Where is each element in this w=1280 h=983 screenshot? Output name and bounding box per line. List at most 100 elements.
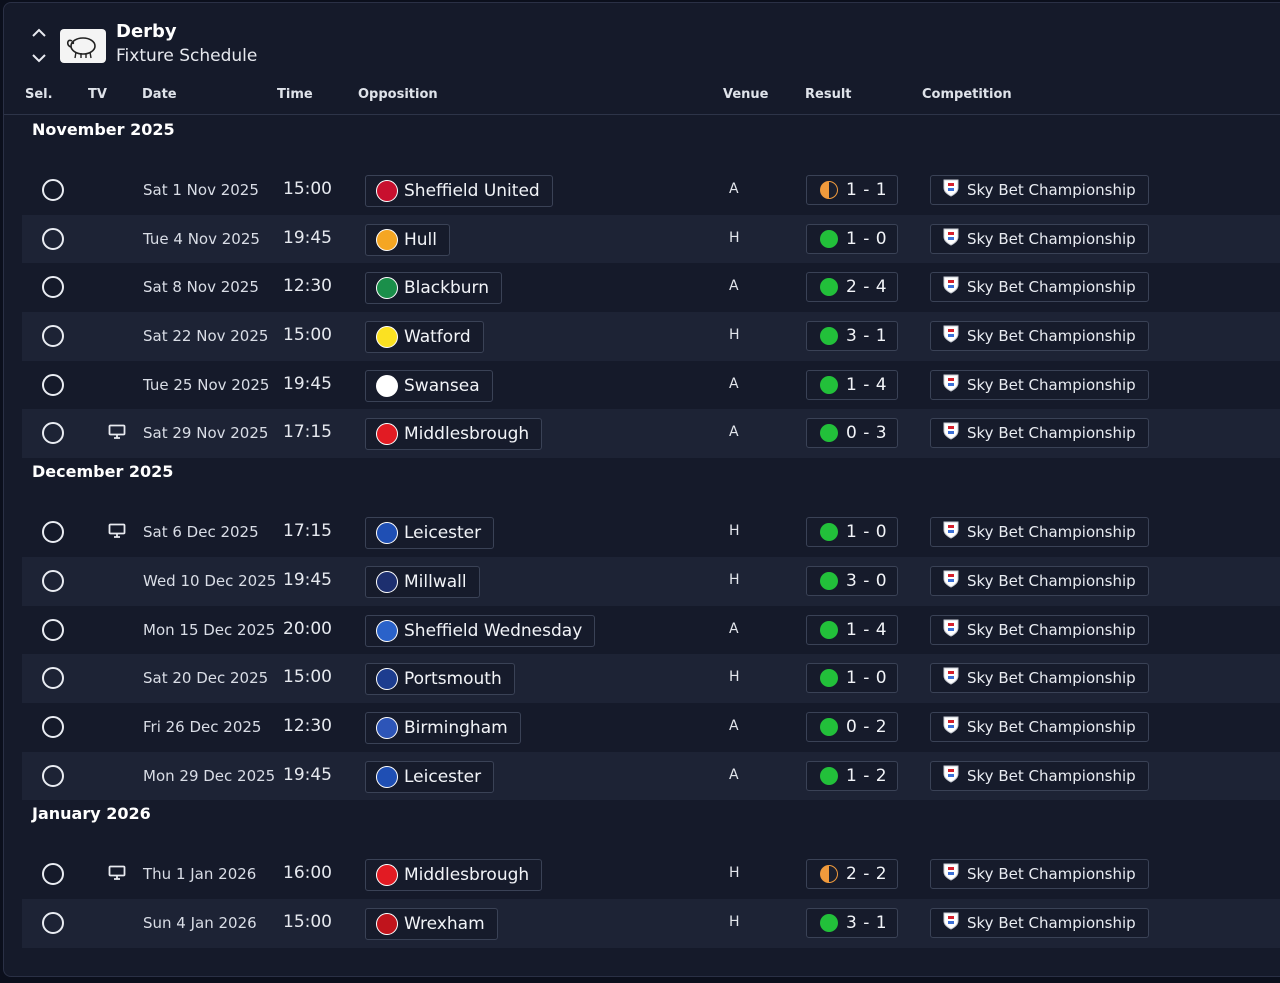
fixture-row[interactable]: Mon 15 Dec 2025 20:00 Sheffield Wednesday A…: [22, 606, 1280, 655]
result-button[interactable]: 2 - 2: [806, 859, 899, 890]
result-button[interactable]: 3 - 1: [806, 321, 899, 352]
competition-button[interactable]: Sky Bet Championship: [930, 614, 1149, 645]
competition-button[interactable]: Sky Bet Championship: [930, 223, 1149, 254]
competition-button[interactable]: Sky Bet Championship: [930, 321, 1149, 352]
column-header-date[interactable]: Date: [142, 87, 177, 102]
result-button[interactable]: 1 - 4: [806, 369, 899, 400]
competition-button[interactable]: Sky Bet Championship: [930, 859, 1149, 890]
select-radio[interactable]: [42, 179, 64, 201]
result-button[interactable]: 0 - 2: [806, 711, 899, 742]
column-header-tv[interactable]: TV: [88, 87, 107, 102]
opponent-button[interactable]: Millwall: [365, 565, 480, 598]
fixture-row[interactable]: Tue 4 Nov 2025 19:45 Hull H 1 - 0 Sky Bet Cha…: [22, 214, 1280, 264]
select-radio[interactable]: [42, 276, 64, 299]
opponent-name: Middlesbrough: [404, 865, 530, 886]
result-button[interactable]: 2 - 4: [806, 272, 899, 303]
select-radio[interactable]: [42, 373, 64, 396]
month-label: December 2025: [32, 462, 174, 482]
column-header-opposition[interactable]: Opposition: [358, 87, 438, 102]
fixture-venue: A: [729, 424, 739, 441]
competition-button[interactable]: Sky Bet Championship: [930, 369, 1149, 400]
result-button[interactable]: 3 - 0: [806, 565, 899, 596]
match-score: 2 - 4: [846, 277, 888, 298]
fixture-row[interactable]: Sat 29 Nov 2025 17:15 Middlesbrough A 0 - 3 S…: [22, 409, 1280, 459]
result-button[interactable]: 3 - 1: [806, 907, 899, 938]
fixture-date: Tue 25 Nov 2025: [143, 375, 270, 394]
club-crest-icon: [376, 228, 398, 251]
select-radio[interactable]: [42, 618, 64, 641]
club-crest-icon: [376, 180, 398, 202]
month-header: November 2025: [4, 116, 1280, 166]
opponent-button[interactable]: Portsmouth: [365, 663, 515, 696]
competition-button[interactable]: Sky Bet Championship: [930, 272, 1149, 303]
opponent-button[interactable]: Swansea: [365, 369, 493, 402]
select-radio[interactable]: [42, 325, 64, 348]
win-indicator-icon: [820, 913, 838, 932]
competition-button[interactable]: Sky Bet Championship: [930, 517, 1149, 548]
fixture-time: 12:30: [283, 715, 332, 736]
column-header-venue[interactable]: Venue: [723, 87, 769, 102]
select-radio[interactable]: [42, 715, 64, 738]
fixture-row[interactable]: Tue 25 Nov 2025 19:45 Swansea A 1 - 4 Sky Bet…: [22, 361, 1280, 410]
opponent-button[interactable]: Sheffield Wednesday: [365, 614, 596, 647]
select-radio[interactable]: [42, 227, 64, 250]
chevron-down-icon[interactable]: [28, 49, 50, 67]
competition-button[interactable]: Sky Bet Championship: [930, 907, 1149, 938]
column-header-result[interactable]: Result: [805, 87, 852, 102]
fixture-row[interactable]: Sun 4 Jan 2026 15:00 Wrexham H 3 - 1 Sky Bet …: [22, 898, 1280, 948]
result-button[interactable]: 0 - 3: [806, 418, 899, 449]
chevron-up-icon[interactable]: [28, 23, 50, 41]
result-button[interactable]: 1 - 4: [806, 614, 899, 645]
match-score: 3 - 0: [846, 570, 888, 591]
opponent-button[interactable]: Blackburn: [365, 272, 503, 305]
fixture-row[interactable]: Sat 6 Dec 2025 17:15 Leicester H 1 - 0 Sky Be…: [22, 508, 1280, 557]
opponent-button[interactable]: Middlesbrough: [365, 859, 543, 892]
club-crest-icon: [376, 668, 398, 691]
fixture-row[interactable]: Sat 22 Nov 2025 15:00 Watford H 3 - 1 Sky Bet…: [22, 312, 1280, 361]
competition-button[interactable]: Sky Bet Championship: [930, 175, 1149, 205]
fixture-row[interactable]: Sat 8 Nov 2025 12:30 Blackburn A 2 - 4 Sky Be…: [22, 263, 1280, 312]
result-button[interactable]: 1 - 0: [806, 223, 899, 254]
result-button[interactable]: 1 - 0: [806, 663, 899, 694]
fixture-venue: A: [729, 181, 739, 197]
fixture-row[interactable]: Wed 10 Dec 2025 19:45 Millwall H 3 - 0 Sky Be…: [22, 556, 1280, 606]
result-button[interactable]: 1 - 2: [806, 760, 899, 791]
opponent-button[interactable]: Wrexham: [365, 907, 498, 940]
opponent-button[interactable]: Leicester: [365, 517, 495, 550]
select-radio[interactable]: [42, 764, 64, 787]
opponent-button[interactable]: Middlesbrough: [365, 418, 543, 451]
fixture-row[interactable]: Sat 1 Nov 2025 15:00 Sheffield United A 1 - …: [22, 166, 1280, 215]
club-crest-icon: [376, 864, 398, 887]
month-label: November 2025: [32, 120, 175, 139]
column-header-sel[interactable]: Sel.: [25, 87, 53, 102]
select-radio[interactable]: [42, 911, 64, 934]
result-button[interactable]: 1 - 0: [806, 517, 899, 548]
result-button[interactable]: 1 - 1: [806, 175, 899, 205]
select-radio[interactable]: [42, 863, 64, 886]
column-header-competition[interactable]: Competition: [922, 87, 1012, 102]
select-radio[interactable]: [42, 422, 64, 445]
club-crest-icon: [376, 912, 398, 935]
column-header-time[interactable]: Time: [277, 87, 313, 102]
fixture-row[interactable]: Mon 29 Dec 2025 19:45 Leicester A 1 - 2 Sky B…: [22, 751, 1280, 801]
competition-button[interactable]: Sky Bet Championship: [930, 760, 1149, 791]
fixture-panel: Derby Fixture Schedule Sel. TV Date Time…: [3, 2, 1280, 977]
win-indicator-icon: [820, 766, 838, 785]
opponent-button[interactable]: Leicester: [365, 760, 495, 793]
fixture-row[interactable]: Thu 1 Jan 2026 16:00 Middlesbrough H 2 - 2 Sk…: [22, 850, 1280, 899]
opponent-button[interactable]: Hull: [365, 223, 451, 256]
fixture-row[interactable]: Sat 20 Dec 2025 15:00 Portsmouth H 1 - 0 Sky …: [22, 654, 1280, 703]
opponent-button[interactable]: Watford: [365, 321, 484, 354]
competition-button[interactable]: Sky Bet Championship: [930, 711, 1149, 742]
competition-logo-icon: [943, 667, 959, 689]
opponent-button[interactable]: Sheffield United: [365, 175, 553, 207]
competition-button[interactable]: Sky Bet Championship: [930, 663, 1149, 694]
fixture-row[interactable]: Fri 26 Dec 2025 12:30 Birmingham A 0 - 2 Sky …: [22, 703, 1280, 752]
ram-badge-icon[interactable]: [60, 29, 106, 63]
select-radio[interactable]: [42, 667, 64, 690]
select-radio[interactable]: [42, 569, 64, 592]
competition-button[interactable]: Sky Bet Championship: [930, 565, 1149, 596]
select-radio[interactable]: [42, 521, 64, 544]
opponent-button[interactable]: Birmingham: [365, 711, 521, 744]
competition-button[interactable]: Sky Bet Championship: [930, 418, 1149, 449]
